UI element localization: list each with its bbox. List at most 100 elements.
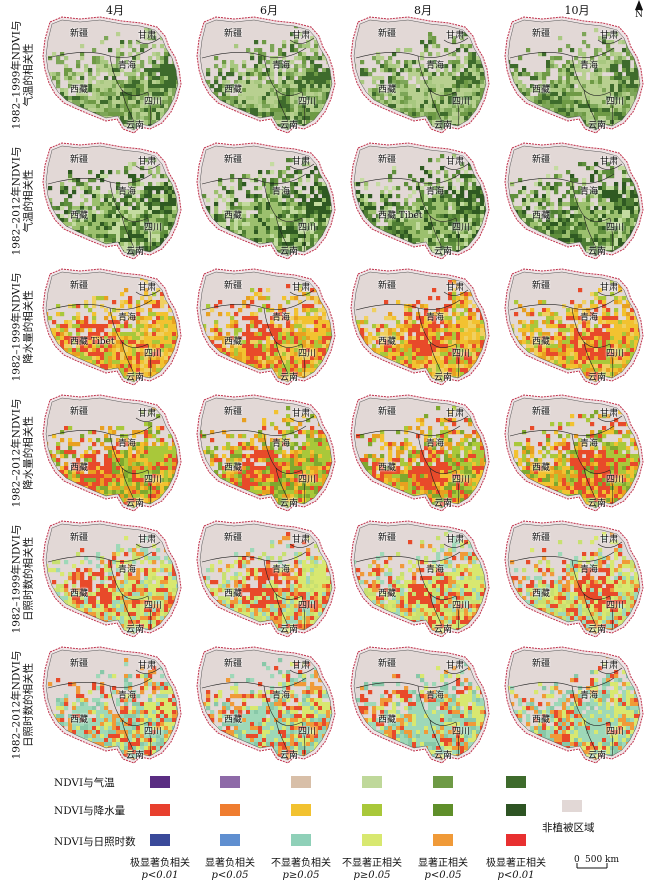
raster-cell <box>542 124 547 129</box>
raster-cell <box>242 250 247 255</box>
raster-cell <box>96 254 101 256</box>
raster-cell <box>380 194 385 199</box>
raster-cell <box>120 246 125 251</box>
raster-cell <box>84 258 88 262</box>
raster-cell <box>384 210 389 215</box>
raster-cell <box>160 254 165 256</box>
raster-cell <box>476 206 481 211</box>
raster-cell <box>582 84 587 89</box>
raster-cell <box>148 32 153 37</box>
raster-cell <box>610 84 615 89</box>
raster-cell <box>180 214 184 218</box>
raster-cell <box>60 104 65 109</box>
raster-cell <box>578 68 583 73</box>
raster-cell <box>258 226 263 231</box>
raster-cell <box>108 214 113 219</box>
raster-cell <box>436 64 441 69</box>
raster-cell <box>218 96 223 101</box>
raster-cell <box>298 56 303 61</box>
raster-cell <box>460 202 465 207</box>
raster-cell <box>298 242 303 247</box>
raster-cell <box>428 112 433 117</box>
raster-cell <box>550 60 555 65</box>
raster-cell <box>46 238 49 243</box>
raster-cell <box>238 254 243 256</box>
raster-cell <box>606 92 611 97</box>
place-label-yunnan: 云南 <box>280 247 299 257</box>
raster-cell <box>184 222 188 226</box>
raster-cell <box>88 108 93 113</box>
raster-cell <box>238 210 243 215</box>
raster-cell <box>48 226 53 231</box>
raster-cell <box>214 112 219 117</box>
raster-cell <box>558 92 563 97</box>
raster-cell <box>108 206 113 211</box>
raster-cell <box>218 124 223 129</box>
raster-cell <box>152 226 157 231</box>
raster-cell <box>286 242 291 247</box>
raster-cell <box>270 84 275 89</box>
raster-cell <box>342 32 346 36</box>
raster-cell <box>148 194 153 199</box>
raster-cell <box>538 84 543 89</box>
raster-cell <box>246 132 250 136</box>
raster-cell <box>88 132 92 136</box>
raster-cell <box>202 128 207 130</box>
raster-cell <box>160 68 165 73</box>
raster-cell <box>266 68 271 73</box>
raster-cell <box>254 100 259 105</box>
raster-cell <box>160 84 165 89</box>
raster-cell <box>302 88 307 93</box>
raster-cell <box>96 120 101 125</box>
raster-cell <box>380 190 385 195</box>
raster-cell <box>262 108 267 113</box>
raster-cell <box>230 88 235 93</box>
raster-cell <box>132 84 137 89</box>
raster-cell <box>364 112 369 117</box>
raster-cell <box>444 178 449 183</box>
raster-cell <box>282 222 287 227</box>
raster-cell <box>518 112 523 117</box>
raster-cell <box>234 128 239 130</box>
raster-cell <box>348 64 352 68</box>
raster-cell <box>180 120 184 124</box>
raster-cell <box>626 48 631 53</box>
raster-cell <box>428 206 433 211</box>
raster-cell <box>132 222 137 227</box>
raster-cell <box>160 124 165 129</box>
raster-cell <box>152 214 157 219</box>
raster-cell <box>338 44 342 48</box>
raster-cell <box>310 218 315 223</box>
raster-cell <box>400 124 405 129</box>
raster-cell <box>46 250 49 255</box>
raster-cell <box>314 186 319 191</box>
raster-cell <box>432 60 437 65</box>
raster-cell <box>444 194 449 199</box>
raster-cell <box>452 190 457 195</box>
raster-cell <box>116 206 121 211</box>
raster-cell <box>282 210 287 215</box>
raster-cell <box>634 80 639 85</box>
raster-cell <box>132 56 137 61</box>
raster-cell <box>348 128 352 132</box>
raster-cell <box>326 194 331 199</box>
raster-cell <box>562 124 567 129</box>
raster-cell <box>40 210 44 214</box>
raster-cell <box>322 182 327 187</box>
raster-cell <box>184 162 188 166</box>
map-r1-c4: 新疆 甘肃 青海 西藏 四川 云南 <box>502 12 650 138</box>
raster-cell <box>282 104 287 109</box>
raster-cell <box>476 88 481 93</box>
raster-cell <box>338 222 342 226</box>
raster-cell <box>432 198 437 203</box>
raster-cell <box>570 64 575 69</box>
raster-cell <box>132 48 137 53</box>
raster-cell <box>412 206 417 211</box>
raster-cell <box>164 52 169 57</box>
raster-cell <box>124 210 129 215</box>
raster-cell <box>270 258 274 262</box>
raster-cell <box>464 56 469 61</box>
raster-cell <box>56 246 61 251</box>
raster-cell <box>108 72 113 77</box>
raster-cell <box>634 68 639 73</box>
